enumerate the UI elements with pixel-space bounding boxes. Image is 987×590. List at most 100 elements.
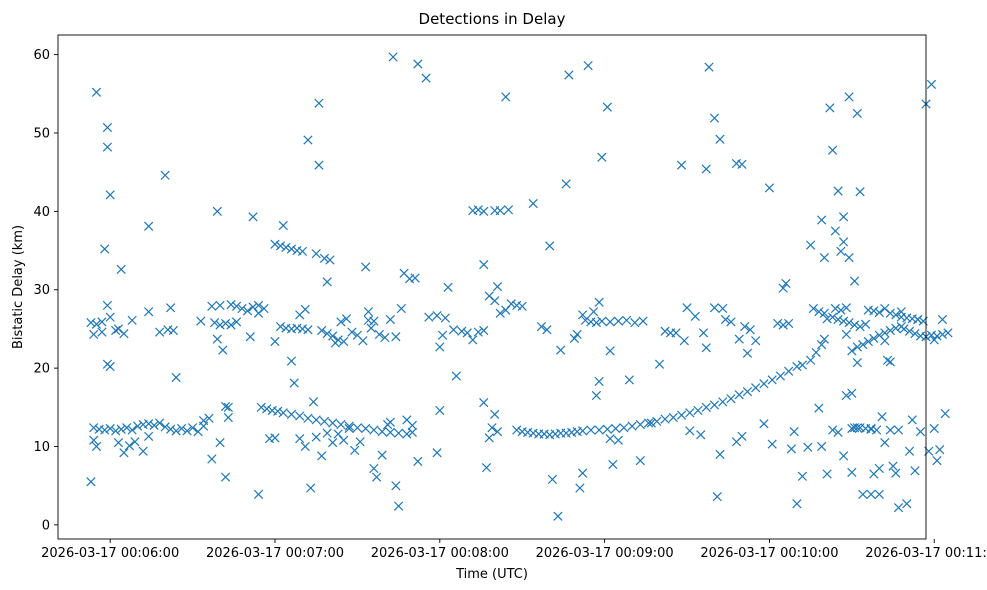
data-point [295, 434, 305, 444]
data-point [709, 400, 720, 410]
data-point [718, 397, 728, 407]
data-point [926, 79, 937, 90]
data-point [904, 326, 915, 336]
data-point [630, 318, 640, 328]
data-point [212, 206, 222, 216]
data-point [827, 312, 838, 322]
data-point [885, 308, 895, 318]
data-point [877, 412, 887, 422]
data-point [443, 282, 453, 293]
data-point [124, 441, 135, 451]
data-point [155, 418, 165, 428]
data-point [402, 429, 412, 439]
data-point [671, 328, 681, 338]
data-point [223, 402, 233, 412]
data-point [858, 489, 868, 499]
data-point [393, 428, 404, 438]
data-point [490, 296, 500, 306]
data-point [806, 240, 816, 250]
data-point [605, 434, 615, 444]
data-point [852, 423, 862, 433]
data-point [844, 252, 854, 263]
data-point [273, 406, 283, 416]
data-point [89, 435, 99, 445]
data-point [844, 318, 854, 328]
data-point [325, 255, 335, 265]
data-point [693, 405, 703, 416]
data-point [160, 170, 170, 180]
data-point [237, 303, 247, 314]
data-point [369, 316, 379, 326]
data-point [643, 418, 654, 428]
data-point [86, 477, 96, 487]
data-point [578, 310, 588, 320]
data-point [171, 426, 181, 436]
x-tick-label: 2026-03-17 00:06:00 [41, 546, 179, 561]
data-point [869, 333, 879, 343]
data-point [819, 334, 829, 344]
data-point [882, 355, 893, 365]
data-point [278, 220, 288, 231]
data-point [363, 307, 374, 317]
data-point [413, 456, 423, 467]
data-point [759, 419, 769, 429]
data-point [935, 445, 945, 455]
data-point [492, 281, 503, 292]
data-point [270, 239, 280, 249]
data-point [742, 387, 753, 397]
data-point [281, 242, 291, 253]
data-point [841, 329, 851, 340]
data-point [874, 307, 884, 318]
data-point [322, 428, 332, 438]
data-point [806, 355, 816, 365]
data-point [223, 412, 233, 423]
data-point [319, 253, 330, 264]
data-point [286, 244, 297, 254]
data-point [833, 427, 843, 438]
data-point [825, 103, 835, 113]
data-point [275, 321, 286, 332]
data-point [512, 425, 522, 435]
data-point [286, 409, 297, 419]
data-point [767, 439, 777, 449]
data-point [816, 339, 827, 350]
y-tick-label: 30 [33, 283, 50, 298]
data-point [715, 449, 725, 459]
data-point [270, 433, 280, 443]
data-point [869, 306, 879, 316]
data-point [874, 463, 884, 474]
data-point [561, 179, 571, 189]
data-point [160, 422, 170, 432]
data-point [198, 421, 209, 431]
data-point [473, 327, 483, 337]
data-point [676, 410, 687, 420]
data-point [435, 342, 445, 352]
data-point [220, 401, 231, 412]
plot-frame [57, 34, 927, 540]
data-point [682, 303, 692, 313]
data-point [311, 249, 321, 259]
data-point [503, 205, 514, 215]
data-point [583, 60, 593, 71]
data-point [797, 471, 808, 481]
data-point [852, 342, 862, 352]
data-point [891, 468, 901, 478]
data-point [726, 317, 736, 327]
data-point [388, 52, 398, 62]
data-point [102, 142, 113, 152]
data-point [874, 330, 884, 340]
data-point [553, 511, 563, 521]
data-point [712, 492, 722, 502]
data-point [413, 59, 423, 69]
data-point [874, 489, 884, 499]
data-point [344, 423, 354, 434]
data-point [737, 431, 747, 441]
data-point [231, 317, 242, 327]
data-point [204, 413, 214, 423]
data-point [709, 303, 720, 313]
data-point [138, 446, 148, 456]
data-point [564, 70, 574, 80]
data-point [105, 190, 115, 200]
data-point [545, 241, 555, 251]
data-point [910, 466, 920, 476]
